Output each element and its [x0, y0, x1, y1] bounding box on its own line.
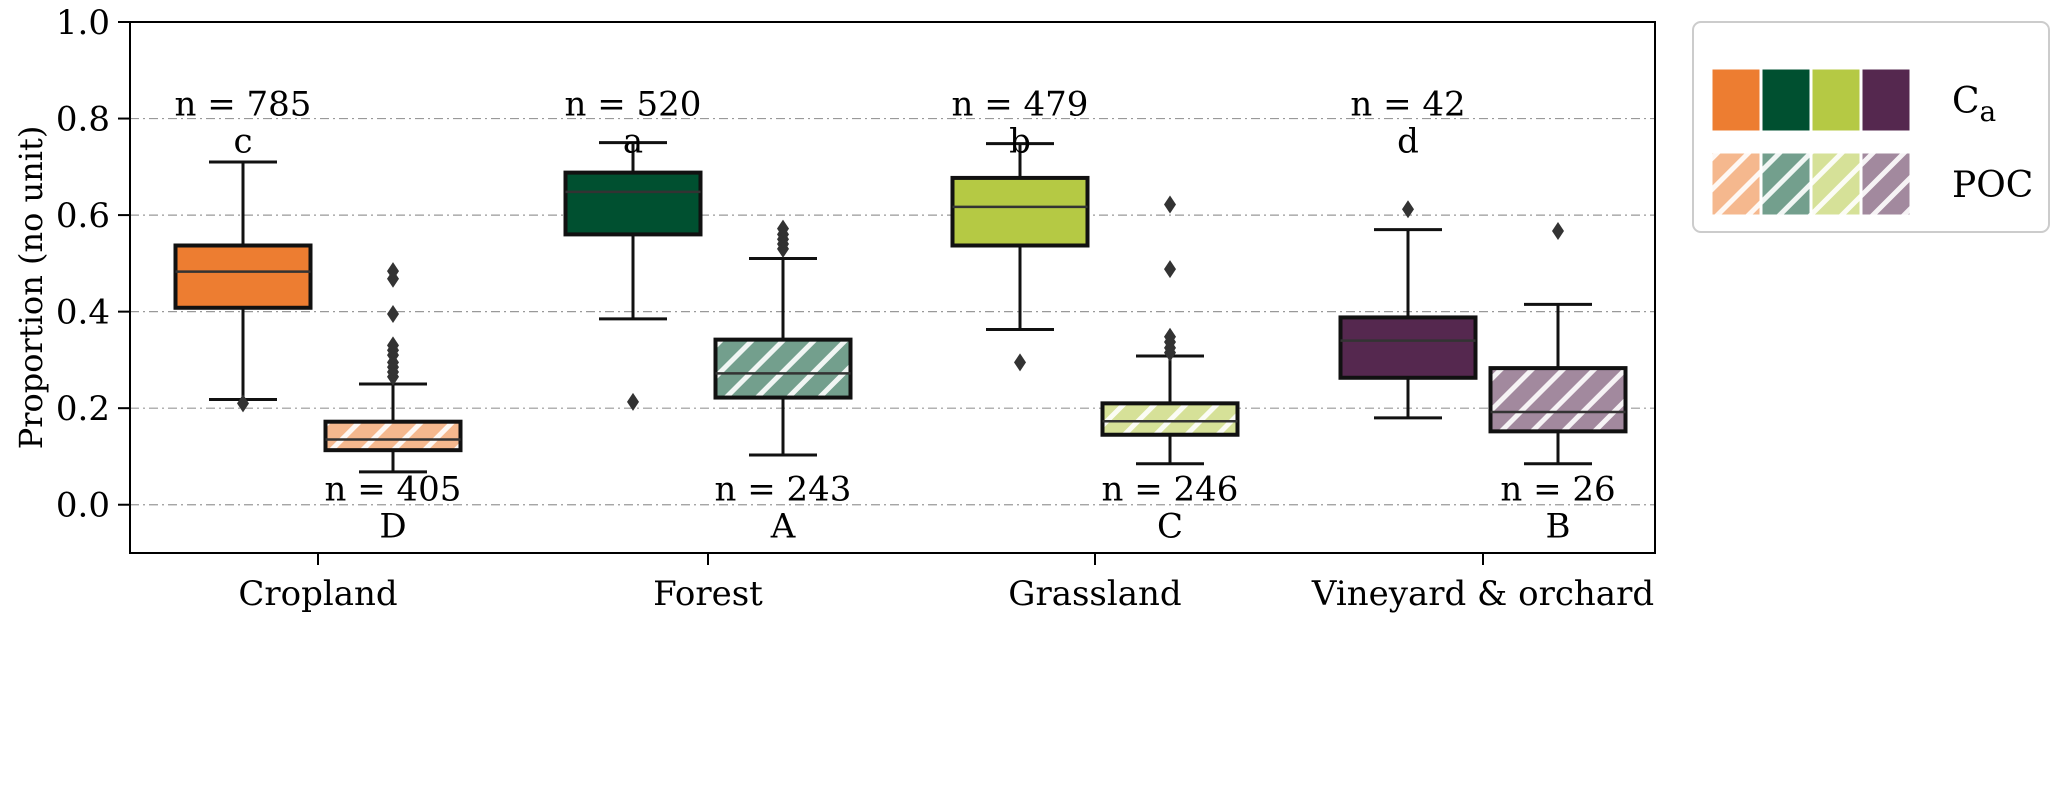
- y-tick-label: 0.2: [56, 389, 110, 429]
- box: [173, 243, 313, 310]
- outlier-point: [237, 394, 249, 413]
- significance-letter: C: [1157, 507, 1183, 547]
- legend-swatch: [1811, 152, 1861, 216]
- legend-swatch: [1861, 68, 1911, 132]
- legend-swatch: [1711, 152, 1761, 216]
- significance-letter: a: [623, 122, 643, 162]
- box: [1488, 366, 1628, 434]
- outlier-point: [387, 336, 399, 355]
- significance-letter: D: [379, 507, 406, 547]
- legend-label: POC: [1952, 165, 2033, 206]
- outlier-point: [1402, 200, 1414, 219]
- x-tick-label: Forest: [653, 574, 763, 614]
- boxplots: [173, 141, 1628, 474]
- outlier-point: [387, 305, 399, 324]
- sample-size-label: n = 405: [325, 470, 462, 510]
- box: [563, 170, 703, 237]
- outlier-point: [387, 262, 399, 281]
- x-tick-label: Vineyard & orchard: [1311, 574, 1654, 614]
- legend-swatch: [1761, 152, 1811, 216]
- y-tick-label: 0.0: [56, 486, 110, 526]
- box: [1100, 401, 1240, 437]
- x-tick-label: Cropland: [238, 574, 397, 614]
- outlier-point: [1014, 353, 1026, 372]
- legend-swatch: [1811, 68, 1861, 132]
- x-tick-label: Grassland: [1008, 574, 1181, 614]
- significance-letter: b: [1009, 122, 1031, 162]
- significance-letter: A: [770, 507, 796, 547]
- significance-letter: d: [1397, 122, 1419, 162]
- sample-size-label: n = 26: [1500, 470, 1615, 510]
- boxplot-ca: [173, 160, 313, 413]
- boxplot-ca: [1338, 200, 1478, 420]
- outlier-point: [627, 392, 639, 411]
- outlier-point: [777, 219, 789, 238]
- boxplot-ca: [950, 142, 1090, 372]
- sample-size-label: n = 246: [1102, 470, 1239, 510]
- x-axis: Cropland Forest Grassland Vineyard & orchar…: [238, 553, 1654, 614]
- legend-label-subscript: a: [1980, 95, 1997, 128]
- boxplot-poc: [1488, 222, 1628, 466]
- box: [713, 337, 853, 400]
- plot-frame: [129, 21, 1656, 554]
- legend-item-poc: POC: [1711, 152, 2033, 216]
- box: [323, 419, 463, 453]
- legend-swatch: [1861, 152, 1911, 216]
- sample-size-label: n = 785: [175, 85, 312, 125]
- y-tick-label: 1.0: [56, 3, 110, 43]
- box: [1338, 315, 1478, 380]
- boxplot-poc: [1100, 195, 1240, 466]
- y-axis-label: Proportion (no unit): [12, 126, 50, 450]
- outlier-point: [1164, 260, 1176, 279]
- boxplot-poc: [713, 219, 853, 457]
- sample-size-label: n = 243: [715, 470, 852, 510]
- boxplot-ca: [563, 141, 703, 411]
- sample-size-label: n = 520: [565, 85, 702, 125]
- y-tick-label: 0.8: [56, 100, 110, 140]
- sample-size-label: n = 479: [952, 85, 1089, 125]
- box: [950, 175, 1090, 248]
- legend-swatch: [1761, 68, 1811, 132]
- boxplot-poc: [323, 262, 463, 474]
- y-tick-label: 0.6: [56, 196, 110, 236]
- legend-item-ca: Ca: [1711, 68, 1997, 132]
- legend: Ca POC: [1692, 21, 2050, 233]
- outlier-point: [1164, 327, 1176, 346]
- legend-swatch: [1711, 68, 1761, 132]
- sample-size-label: n = 42: [1350, 85, 1465, 125]
- outlier-point: [1164, 195, 1176, 214]
- y-tick-label: 0.4: [56, 293, 110, 333]
- outlier-point: [1552, 222, 1564, 241]
- y-axis: 0.0 0.2 0.4 0.6 0.8 1.0: [56, 3, 130, 526]
- significance-letter: c: [233, 122, 252, 162]
- significance-letter: B: [1546, 507, 1571, 547]
